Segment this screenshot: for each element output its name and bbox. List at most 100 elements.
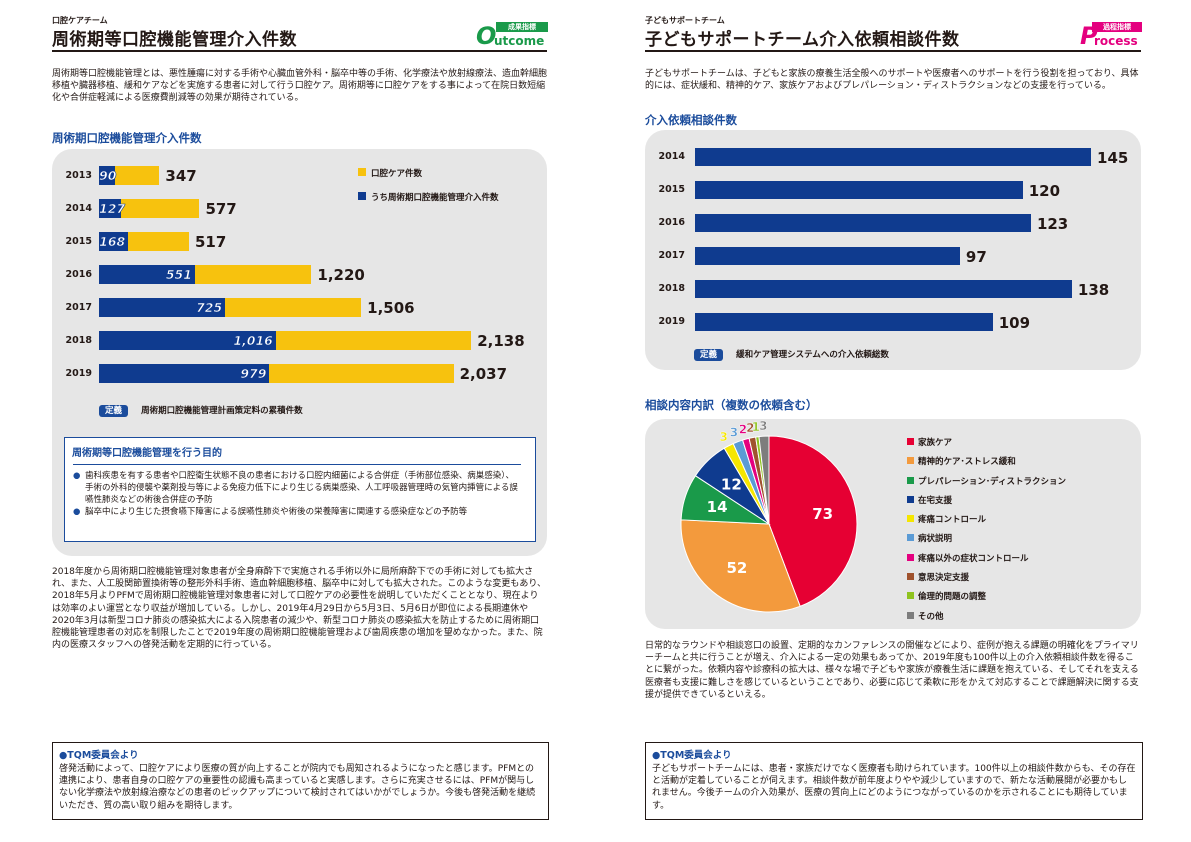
left-body-paragraph: 2018年度から周術期口腔機能管理対象患者が全身麻酔下で実施される手術以外に局所… [52, 567, 547, 651]
oral-care-value-label: 1,220 [317, 266, 365, 284]
oral-care-value-label: 1,506 [367, 299, 415, 317]
pie-legend-label: プレパレーション･ディストラクション [918, 476, 1066, 487]
pie-title: 相談内容内訳（複数の依頼含む） [645, 398, 818, 412]
consult-bar [695, 181, 1023, 199]
legend-blue-label: うち周術期口腔機能管理介入件数 [371, 193, 499, 203]
pie-slice [680, 519, 801, 613]
legend-yellow-swatch [358, 168, 366, 176]
right-chart-title: 介入依頼相談件数 [645, 113, 737, 127]
purpose-item-text: 歯科疾患を有する患者や口腔衛生状態不良の患者における口腔内細菌による合併症（手術… [85, 471, 518, 505]
left-chart-title: 周術期口腔機能管理介入件数 [52, 131, 202, 145]
process-badge: 過程指標 P rocess [1080, 22, 1142, 50]
purpose-list: ● 歯科疾患を有する患者や口腔衛生状態不良の患者における口腔内細菌による合併症（… [73, 470, 521, 518]
legend-blue-swatch [358, 192, 366, 200]
year-label: 2017 [658, 250, 685, 261]
oral-care-value-label: 2,037 [459, 365, 508, 383]
pie-legend-label: 疼痛コントロール [918, 515, 987, 526]
left-tqm-title: ●TQM委員会より [59, 750, 139, 761]
perioperative-bar [99, 298, 226, 317]
process-badge-letter: P [1080, 22, 1098, 50]
perioperative-value-label: 127 [99, 201, 126, 217]
pie-legend-swatch [907, 476, 914, 484]
perioperative-value-label: 168 [99, 234, 126, 250]
pie-value-label: 52 [726, 559, 747, 577]
oral-care-bar-chart: 2013 90 347 2014 127 577 2015 168 517 2016 551 1,22… [52, 149, 547, 409]
pie-legend-item: 家族ケア [907, 436, 1066, 455]
pie-value-label: 12 [721, 476, 742, 494]
pie-value-label: 1 [752, 420, 760, 434]
year-label: 2016 [65, 269, 92, 280]
consult-value-label: 97 [965, 248, 987, 266]
year-label: 2014 [65, 203, 92, 214]
legend-oral-care: 口腔ケア件数 [358, 167, 422, 179]
perioperative-bar [99, 166, 115, 185]
consult-value-label: 145 [1097, 149, 1129, 167]
year-label: 2014 [658, 151, 685, 162]
left-definition-badge: 定義 [99, 405, 129, 417]
oral-care-bar [99, 199, 200, 218]
perioperative-bar [99, 364, 270, 383]
right-title-rule [645, 50, 1141, 52]
right-tqm-box: ●TQM委員会より 子どもサポートチームには、患者・家族だけでなく医療者も助けら… [645, 742, 1143, 820]
pie-legend-swatch [907, 457, 914, 465]
oral-care-value-label: 577 [205, 200, 237, 218]
consult-bar [695, 280, 1072, 298]
outcome-badge-small: 成果指標 [496, 22, 548, 32]
right-page-title: 子どもサポートチーム介入依頼相談件数 [645, 30, 960, 50]
pie-legend-item: 在宅支援 [907, 494, 1066, 513]
purpose-item: ● 歯科疾患を有する患者や口腔衛生状態不良の患者における口腔内細菌による合併症（… [73, 470, 521, 506]
pie-legend-item: 疼痛コントロール [907, 513, 1066, 532]
left-title-rule [52, 50, 547, 52]
perioperative-bar [99, 331, 276, 350]
pie-legend-item: 意思決定支援 [907, 571, 1066, 590]
pie-value-label: 14 [707, 498, 728, 516]
pie-legend-item: プレパレーション･ディストラクション [907, 475, 1066, 494]
purpose-title: 周術期等口腔機能管理を行う目的 [72, 448, 222, 459]
pie-legend-label: 意思決定支援 [918, 573, 970, 584]
perioperative-value-label: 1,016 [233, 333, 273, 349]
pie-value-label: 73 [812, 505, 833, 523]
legend-yellow-label: 口腔ケア件数 [371, 169, 423, 179]
year-label: 2013 [65, 170, 92, 181]
perioperative-bar [99, 199, 122, 218]
perioperative-value-label: 551 [165, 267, 193, 283]
year-label: 2019 [65, 368, 92, 379]
perioperative-bar [99, 232, 129, 251]
consult-value-label: 138 [1077, 281, 1110, 299]
bullet-icon: ● [73, 471, 81, 481]
consult-value-label: 123 [1036, 215, 1069, 233]
pie-legend-label: 病状説明 [918, 534, 953, 545]
pie-legend-swatch [907, 592, 914, 600]
outcome-badge-letter: O [476, 22, 497, 50]
pie-value-label: 3 [719, 430, 727, 444]
left-tqm-text: 啓発活動によって、口腔ケアにより医療の質が向上することが院内でも周知されるように… [59, 764, 536, 811]
process-badge-word: rocess [1094, 34, 1138, 48]
perioperative-bar [99, 265, 195, 284]
bullet-icon: ● [73, 507, 81, 517]
consult-value-label: 109 [998, 314, 1031, 332]
oral-care-value-label: 517 [195, 233, 227, 251]
pie-legend-item: その他 [907, 610, 1066, 629]
left-definition: 定義 周術期口腔機能管理計画策定料の累積件数 [99, 398, 303, 417]
outcome-badge: 成果指標 O utcome [476, 22, 548, 50]
pie-slice [768, 435, 858, 607]
pie-legend-item: 倫理的問題の調整 [907, 590, 1066, 609]
pie-legend-label: 疼痛以外の症状コントロール [918, 553, 1029, 564]
year-label: 2019 [658, 316, 685, 327]
pie-legend-label: 倫理的問題の調整 [918, 592, 987, 603]
consult-bar [695, 247, 960, 265]
pie-legend-label: 在宅支援 [918, 495, 953, 506]
year-label: 2017 [65, 302, 92, 313]
right-definition-text: 緩和ケア管理システムへの介入依頼総数 [736, 350, 889, 360]
year-label: 2018 [658, 283, 685, 294]
pie-legend-swatch [907, 534, 914, 542]
right-intro-paragraph: 子どもサポートチームは、子どもと家族の療養生活全般へのサポートや医療者へのサポー… [645, 69, 1139, 92]
pie-legend-item: 精神的ケア･ストレス緩和 [907, 455, 1066, 474]
pie-legend-swatch [907, 495, 914, 503]
pie-value-label: 3 [730, 425, 738, 439]
purpose-item-text: 脳卒中により生じた摂食嚥下障害による誤嚥性肺炎や術後の栄養障害に関連する感染症な… [85, 507, 468, 517]
pie-value-label: 3 [759, 419, 767, 433]
pie-legend-label: 家族ケア [918, 438, 953, 448]
right-body-paragraph: 日常的なラウンドや相談窓口の設置、定期的なカンファレンスの開催などにより、症例が… [645, 641, 1139, 700]
